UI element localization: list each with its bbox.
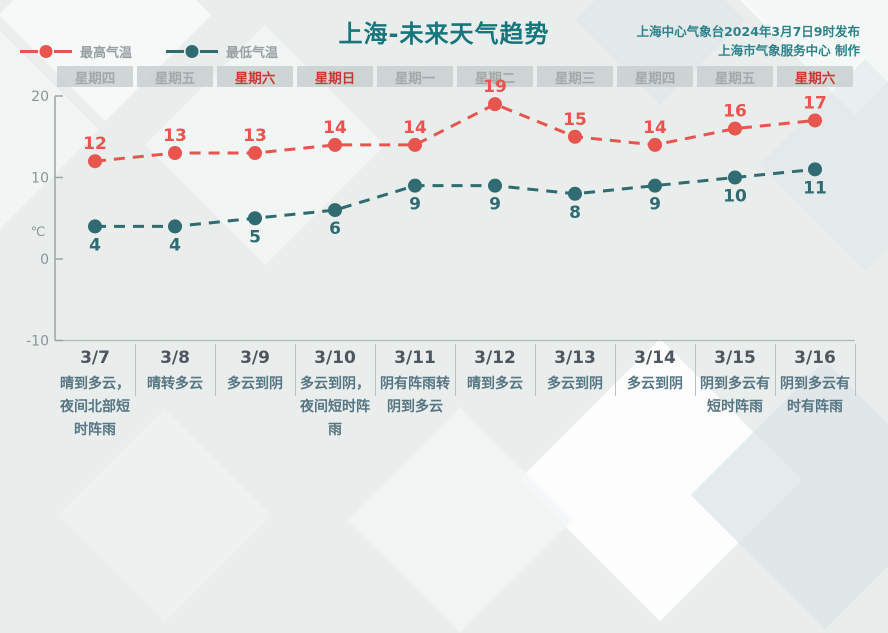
column-divider bbox=[215, 344, 216, 396]
weekday-tab: 星期一 bbox=[377, 66, 453, 87]
data-point-value-label: 4 bbox=[169, 235, 181, 255]
legend-item-low: 最低气温 bbox=[166, 42, 278, 61]
data-point-marker bbox=[728, 170, 742, 185]
legend-label-low: 最低气温 bbox=[226, 46, 279, 61]
data-point-value-label: 8 bbox=[569, 203, 581, 223]
weekday-tab: 星期五 bbox=[697, 66, 773, 87]
forecast-condition: 阴到多云有时有阵雨 bbox=[780, 376, 850, 415]
column-divider bbox=[455, 344, 456, 396]
low-temp-legend-marker-icon bbox=[166, 45, 219, 58]
forecast-date: 3/12 bbox=[474, 348, 516, 368]
y-tick-label: -10 bbox=[26, 334, 49, 350]
forecast-column: 3/9 多云到阴 bbox=[215, 348, 295, 396]
chart-legend: 最高气温 最低气温 bbox=[20, 42, 278, 61]
column-divider bbox=[775, 344, 776, 396]
data-point-marker bbox=[88, 219, 102, 234]
legend-label-high: 最高气温 bbox=[80, 46, 133, 61]
page-title: 上海-未来天气趋势 bbox=[338, 20, 550, 48]
column-divider bbox=[695, 344, 696, 396]
data-point-marker bbox=[648, 137, 662, 152]
data-point-marker bbox=[568, 186, 582, 201]
forecast-column: 3/12 晴到多云 bbox=[455, 348, 535, 396]
publish-info: 上海中心气象台2024年3月7日9时发布 上海市气象服务中心 制作 bbox=[637, 22, 860, 60]
weekday-tab: 星期三 bbox=[537, 66, 613, 87]
weekday-tab: 星期四 bbox=[57, 66, 133, 87]
data-point-marker bbox=[488, 178, 502, 193]
weekday-tab: 星期六 bbox=[777, 66, 853, 87]
column-divider bbox=[375, 344, 376, 396]
forecast-column: 3/8 晴转多云 bbox=[135, 348, 215, 396]
forecast-column: 3/10 多云到阴，夜间短时阵雨 bbox=[295, 348, 375, 442]
forecast-date: 3/8 bbox=[160, 348, 190, 368]
forecast-condition: 晴到多云，夜间北部短时阵雨 bbox=[60, 376, 130, 438]
y-axis-unit-label: ℃ bbox=[31, 225, 46, 240]
background-diamond bbox=[346, 406, 574, 633]
data-point-value-label: 6 bbox=[329, 219, 341, 239]
weekday-tab: 星期二 bbox=[457, 66, 533, 87]
weekday-tab: 星期日 bbox=[297, 66, 373, 87]
data-point-marker bbox=[488, 97, 502, 112]
high-temp-legend-marker-icon bbox=[20, 45, 72, 58]
data-point-value-label: 14 bbox=[403, 118, 427, 138]
forecast-condition: 多云到阴 bbox=[627, 376, 683, 392]
data-point-value-label: 9 bbox=[489, 195, 501, 215]
column-divider bbox=[295, 344, 296, 396]
data-point-value-label: 10 bbox=[723, 187, 747, 207]
data-point-marker bbox=[88, 154, 102, 169]
forecast-column: 3/7 晴到多云，夜间北部短时阵雨 bbox=[55, 348, 135, 442]
publish-line: 上海中心气象台2024年3月7日9时发布 bbox=[636, 24, 860, 39]
forecast-date: 3/10 bbox=[314, 348, 356, 368]
forecast-date: 3/9 bbox=[240, 348, 270, 368]
forecast-date: 3/16 bbox=[794, 348, 836, 368]
weekday-tab: 星期四 bbox=[617, 66, 693, 87]
forecast-condition: 阴到多云有短时阵雨 bbox=[700, 376, 770, 415]
data-point-value-label: 9 bbox=[409, 195, 421, 215]
forecast-date: 3/15 bbox=[714, 348, 756, 368]
column-divider bbox=[535, 344, 536, 396]
forecast-date: 3/14 bbox=[634, 348, 676, 368]
data-point-value-label: 14 bbox=[643, 118, 667, 138]
weekday-tab: 星期五 bbox=[137, 66, 213, 87]
background-diamond bbox=[758, 58, 888, 272]
forecast-date: 3/13 bbox=[554, 348, 596, 368]
data-point-marker bbox=[328, 203, 342, 218]
column-divider bbox=[135, 344, 136, 396]
column-divider bbox=[855, 344, 856, 396]
data-point-marker bbox=[408, 178, 422, 193]
column-divider bbox=[615, 344, 616, 396]
data-point-value-label: 15 bbox=[563, 110, 587, 130]
forecast-date: 3/7 bbox=[80, 348, 110, 368]
data-point-value-label: 16 bbox=[723, 102, 747, 122]
data-point-value-label: 9 bbox=[649, 195, 661, 215]
forecast-condition: 阴有阵雨转阴到多云 bbox=[380, 376, 450, 415]
forecast-column: 3/15 阴到多云有短时阵雨 bbox=[695, 348, 775, 419]
data-point-marker bbox=[648, 178, 662, 193]
weekday-tab: 星期六 bbox=[217, 66, 293, 87]
forecast-condition: 多云到阴 bbox=[227, 376, 283, 392]
forecast-date: 3/11 bbox=[394, 348, 436, 368]
forecast-condition: 多云到阴，夜间短时阵雨 bbox=[300, 376, 370, 438]
forecast-column: 3/14 多云到阴 bbox=[615, 348, 695, 396]
legend-item-high: 最高气温 bbox=[20, 42, 132, 61]
data-point-marker bbox=[568, 129, 582, 144]
data-point-value-label: 4 bbox=[89, 235, 101, 255]
data-point-marker bbox=[408, 137, 422, 152]
producer-line: 上海市气象服务中心 制作 bbox=[718, 43, 860, 58]
forecast-condition: 晴转多云 bbox=[147, 376, 203, 392]
forecast-column: 3/11 阴有阵雨转阴到多云 bbox=[375, 348, 455, 419]
y-tick-label: 0 bbox=[40, 252, 49, 268]
data-point-marker bbox=[168, 219, 182, 234]
forecast-column: 3/13 多云到阴 bbox=[535, 348, 615, 396]
forecast-condition: 多云到阴 bbox=[547, 376, 603, 392]
forecast-column: 3/16 阴到多云有时有阵雨 bbox=[775, 348, 855, 419]
forecast-condition: 晴到多云 bbox=[467, 376, 523, 392]
data-point-marker bbox=[728, 121, 742, 136]
